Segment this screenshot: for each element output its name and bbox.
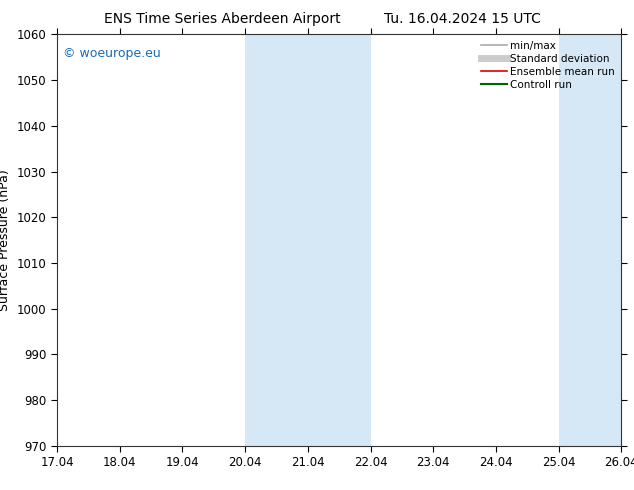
Bar — [245, 34, 370, 446]
Text: ENS Time Series Aberdeen Airport: ENS Time Series Aberdeen Airport — [103, 12, 340, 26]
Y-axis label: Surface Pressure (hPa): Surface Pressure (hPa) — [0, 169, 11, 311]
Text: Tu. 16.04.2024 15 UTC: Tu. 16.04.2024 15 UTC — [384, 12, 541, 26]
Bar — [559, 34, 621, 446]
Legend: min/max, Standard deviation, Ensemble mean run, Controll run: min/max, Standard deviation, Ensemble me… — [477, 36, 619, 94]
Text: © woeurope.eu: © woeurope.eu — [63, 47, 160, 60]
